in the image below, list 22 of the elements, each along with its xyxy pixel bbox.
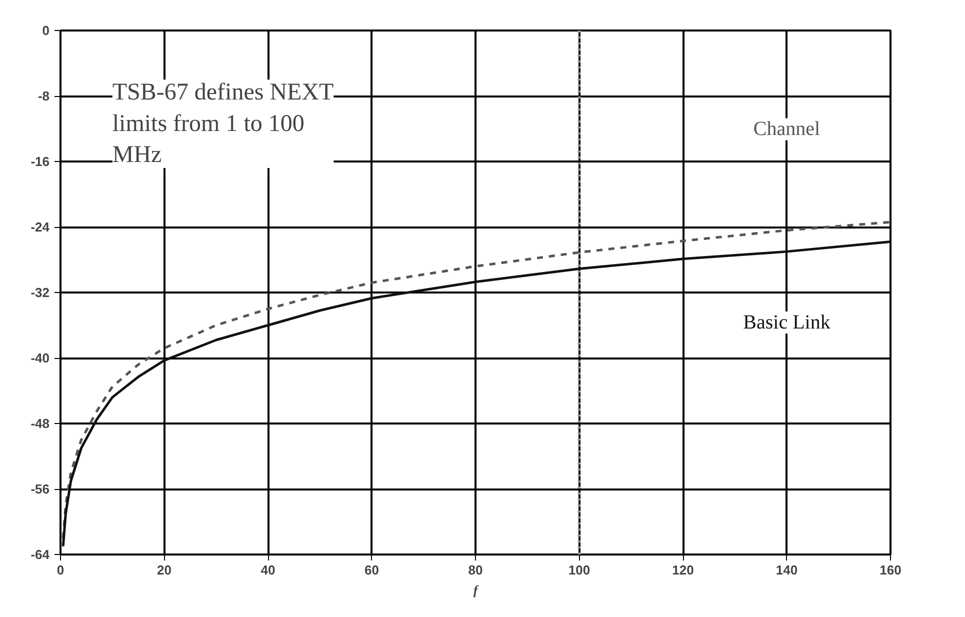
- x-tick-label: 60: [364, 562, 379, 578]
- y-tick-label: -32: [30, 285, 50, 300]
- y-tick-label: -64: [30, 547, 50, 562]
- y-tick-label: -16: [30, 154, 50, 169]
- x-tick-label: 140: [776, 562, 798, 578]
- x-axis-title: f: [473, 582, 480, 598]
- y-tick-label: -56: [30, 482, 50, 496]
- y-tick-label: -24: [30, 220, 50, 234]
- text: Basic Link: [743, 311, 830, 334]
- x-tick-label: 120: [672, 562, 694, 578]
- x-tick-label: 160: [880, 562, 902, 578]
- y-tick-label: -8: [38, 88, 50, 104]
- y-tick-label: -40: [30, 350, 50, 366]
- x-tick-label: 80: [468, 562, 483, 578]
- x-tick-label: 40: [260, 562, 276, 578]
- y-tick-label: 0: [42, 23, 50, 38]
- y-tick-label: -48: [30, 416, 50, 431]
- x-tick-label: 100: [568, 562, 590, 578]
- text: Channel: [753, 118, 821, 140]
- annotation: TSB-67 defines NEXT limits from 1 to 100 MHz: [112, 80, 334, 168]
- x-tick-label: 20: [157, 562, 172, 578]
- x-tick-label: 0: [56, 562, 64, 578]
